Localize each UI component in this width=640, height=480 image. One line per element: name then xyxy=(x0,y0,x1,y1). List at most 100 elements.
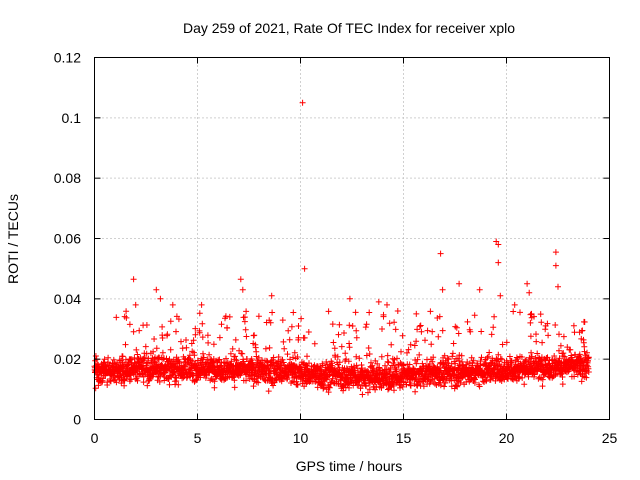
data-point xyxy=(441,383,448,390)
x-tick-labels: 0 5 10 15 20 25 xyxy=(91,430,618,446)
data-point xyxy=(345,358,352,365)
data-point xyxy=(407,341,414,348)
data-point xyxy=(556,347,562,354)
data-point xyxy=(133,346,140,353)
data-point xyxy=(159,323,166,330)
data-point xyxy=(205,339,212,346)
data-point xyxy=(560,350,567,357)
data-point xyxy=(406,361,413,368)
data-point xyxy=(453,324,460,331)
data-point xyxy=(218,321,225,328)
data-point xyxy=(545,332,552,339)
data-point xyxy=(215,357,222,364)
data-point xyxy=(466,326,473,333)
data-point xyxy=(259,357,265,364)
data-point xyxy=(506,353,513,360)
data-point xyxy=(175,381,182,388)
data-point xyxy=(196,310,203,317)
data-point xyxy=(251,332,258,339)
data-point xyxy=(160,370,167,377)
data-point xyxy=(552,322,559,328)
data-point xyxy=(584,349,590,356)
data-point xyxy=(323,376,330,383)
data-point xyxy=(390,360,397,366)
data-point xyxy=(372,386,379,393)
x-tick-label: 0 xyxy=(91,430,99,446)
data-point xyxy=(295,323,302,329)
data-point xyxy=(110,356,117,363)
data-point xyxy=(359,391,366,398)
data-point xyxy=(392,326,399,333)
data-point xyxy=(280,338,287,345)
data-point xyxy=(510,308,517,315)
data-point xyxy=(359,365,365,372)
data-point xyxy=(384,358,391,365)
data-point xyxy=(508,358,515,365)
data-points xyxy=(91,99,592,398)
data-point xyxy=(191,352,198,359)
data-point xyxy=(485,353,491,360)
data-point xyxy=(429,358,436,365)
data-point xyxy=(497,292,504,299)
data-point xyxy=(226,313,233,320)
data-point xyxy=(270,354,277,361)
data-point xyxy=(411,342,418,349)
data-point xyxy=(265,388,272,395)
data-point xyxy=(478,328,485,335)
data-point xyxy=(495,351,502,358)
data-point xyxy=(240,314,247,321)
data-point xyxy=(424,327,431,334)
data-point xyxy=(107,378,114,385)
data-point xyxy=(384,301,390,308)
data-point xyxy=(243,308,250,315)
data-point xyxy=(464,359,471,365)
data-point xyxy=(267,319,274,326)
data-point xyxy=(232,353,239,360)
data-point xyxy=(464,318,471,325)
data-point xyxy=(516,373,523,380)
data-point xyxy=(544,320,551,327)
data-point xyxy=(399,332,406,339)
data-point xyxy=(144,382,151,389)
data-point xyxy=(338,343,345,350)
data-point xyxy=(527,319,534,326)
data-point xyxy=(211,384,218,391)
data-point xyxy=(394,355,400,362)
data-point xyxy=(527,311,534,318)
data-point xyxy=(537,311,544,318)
data-point xyxy=(412,388,419,395)
data-point xyxy=(280,359,287,366)
data-point xyxy=(450,340,457,347)
data-point xyxy=(581,318,587,325)
data-point xyxy=(527,333,534,340)
data-point xyxy=(266,344,273,351)
data-point xyxy=(329,321,336,328)
data-point xyxy=(329,364,336,371)
data-point xyxy=(330,339,337,346)
x-tick-label: 10 xyxy=(293,430,309,446)
data-point xyxy=(157,295,164,302)
data-point xyxy=(442,380,449,386)
data-point xyxy=(556,331,562,338)
data-point xyxy=(224,325,231,331)
data-point xyxy=(413,310,420,317)
data-point xyxy=(477,362,484,369)
data-point xyxy=(288,323,295,330)
data-point xyxy=(183,344,190,351)
data-point xyxy=(143,360,150,367)
data-point xyxy=(153,345,160,352)
data-point xyxy=(130,328,137,335)
data-point xyxy=(151,336,158,342)
data-point xyxy=(495,259,502,266)
data-point xyxy=(429,328,436,335)
data-point xyxy=(416,351,423,358)
data-point xyxy=(341,330,347,336)
data-point xyxy=(470,357,477,364)
data-point xyxy=(435,333,442,340)
data-point xyxy=(269,309,276,316)
data-point xyxy=(239,350,246,357)
y-tick-label: 0.08 xyxy=(54,170,81,186)
data-point xyxy=(222,313,229,320)
data-point xyxy=(416,323,423,330)
data-point xyxy=(346,344,353,351)
